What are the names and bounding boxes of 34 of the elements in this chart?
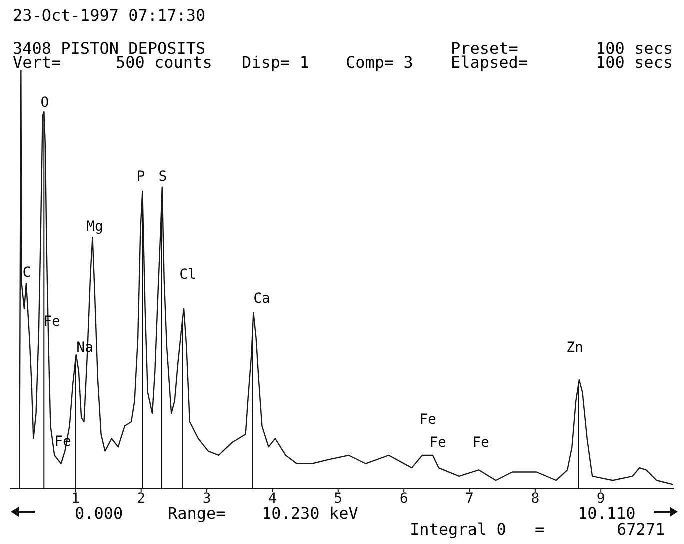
annotation: Disp= 1 bbox=[242, 53, 310, 72]
text: 0.000 bbox=[75, 504, 124, 523]
annotation: Fe bbox=[430, 435, 446, 451]
x-tick-label: 3 bbox=[202, 491, 212, 507]
annotation: P bbox=[136, 169, 146, 185]
text: = bbox=[535, 520, 545, 539]
text: 23-Oct-1997 07:17:30 bbox=[13, 6, 206, 25]
x-tick-label: 4 bbox=[268, 491, 277, 507]
x-tick-label: 1 bbox=[71, 491, 80, 507]
annotation: Cl bbox=[180, 267, 196, 283]
text: Integral 0 bbox=[410, 520, 506, 539]
x-tick-label: 2 bbox=[137, 491, 146, 507]
annotation: Ca bbox=[254, 291, 270, 307]
x-tick-label: 5 bbox=[334, 491, 343, 507]
annotation: S bbox=[158, 169, 168, 185]
annotation: C bbox=[22, 265, 32, 281]
annotation: Fe bbox=[420, 412, 436, 428]
annotation: Zn bbox=[566, 340, 584, 356]
x-tick-label: 7 bbox=[466, 491, 474, 507]
text: Range= bbox=[168, 504, 226, 523]
annotation: 500 counts bbox=[116, 53, 212, 72]
annotation: O bbox=[40, 95, 50, 111]
text: 10.110 bbox=[578, 504, 636, 523]
annotation: Mg bbox=[86, 219, 104, 235]
annotation: Vert= bbox=[13, 53, 62, 72]
annotation: Fe bbox=[472, 435, 490, 451]
annotation: 100 secs bbox=[596, 53, 674, 72]
x-tick-label: 6 bbox=[400, 491, 408, 507]
annotation: Comp= 3 bbox=[346, 53, 414, 72]
x-tick-label: 8 bbox=[531, 491, 540, 507]
annotation: Elapsed= bbox=[451, 53, 528, 72]
text: 10.230 keV bbox=[262, 504, 358, 523]
x-tick-label: 9 bbox=[596, 491, 606, 507]
text: 67271 bbox=[617, 520, 666, 539]
